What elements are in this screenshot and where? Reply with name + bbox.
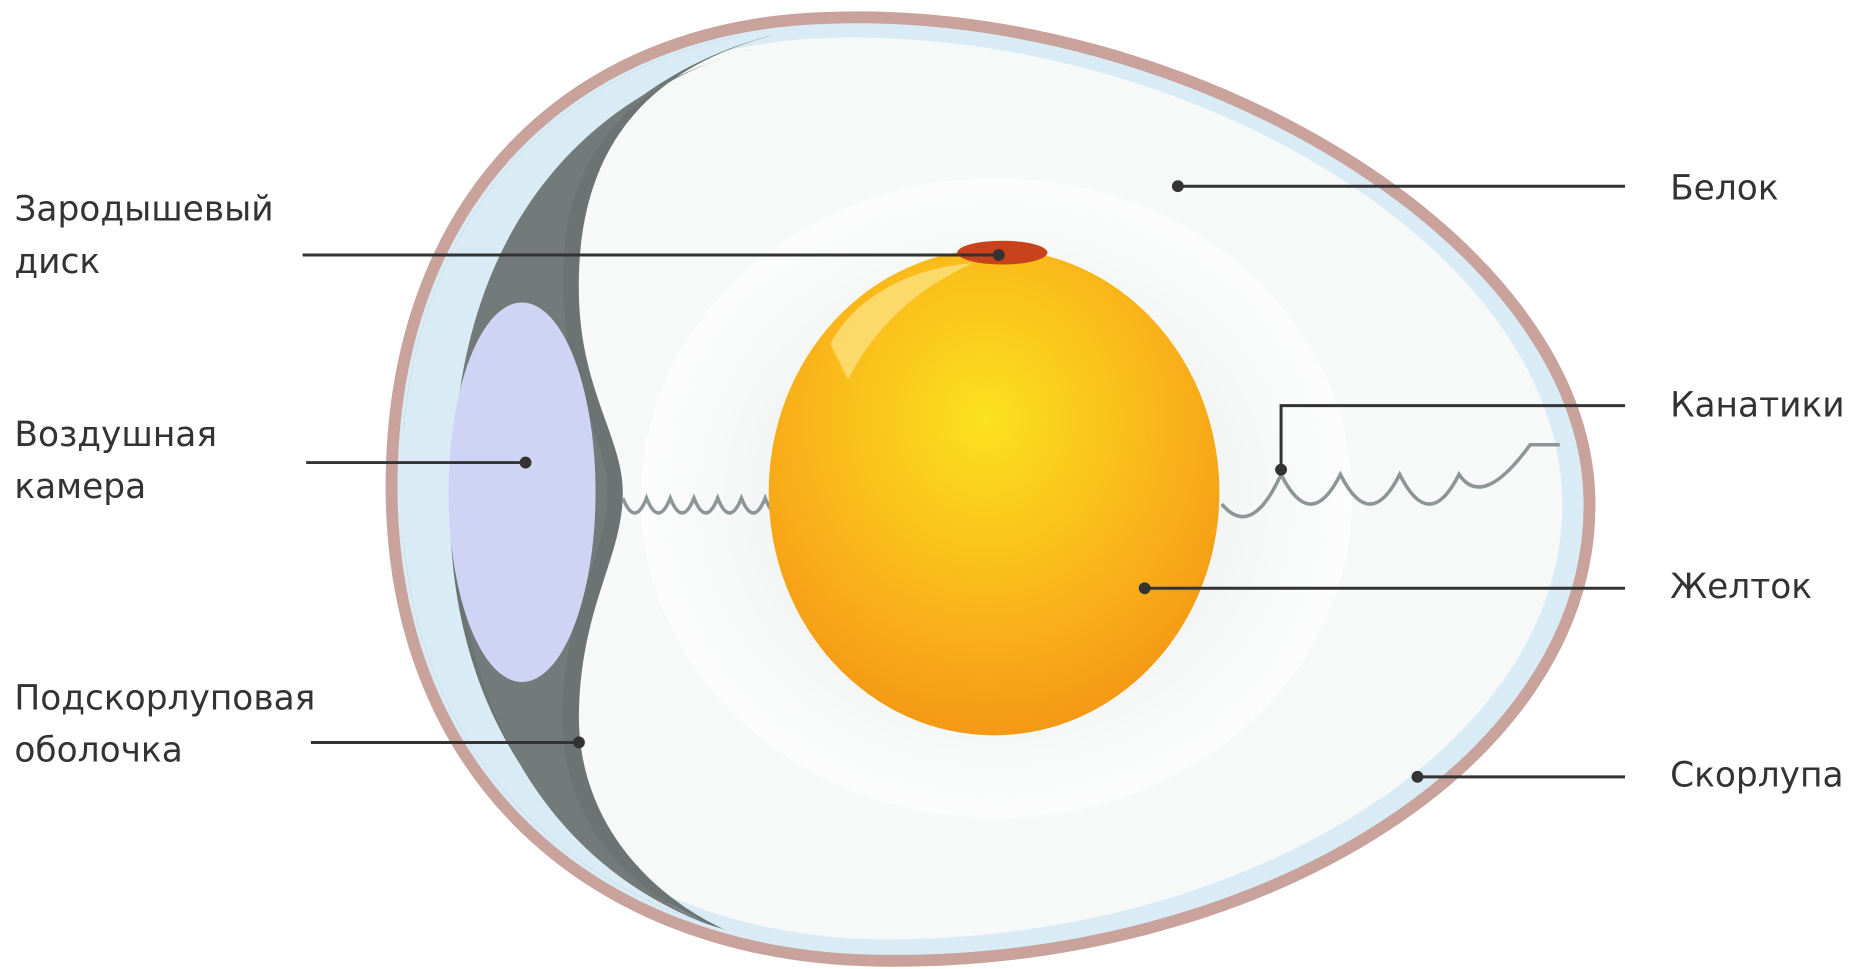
membrane-gray: [453, 47, 760, 937]
label: Белок: [1670, 168, 1779, 208]
label: Желток: [1670, 567, 1812, 607]
leader-dot: [1275, 463, 1287, 476]
leaders: [302, 180, 1626, 783]
yolk: [768, 249, 1220, 736]
chalaza-right: [1220, 442, 1560, 519]
leader-dot: [573, 736, 585, 749]
leader-dot: [1171, 180, 1184, 193]
air-cell: [448, 302, 596, 682]
labels: Зародышевый диск Воздушная камера Подско…: [14, 168, 1844, 795]
label: оболочка: [14, 730, 182, 770]
yolk-highlight: [830, 263, 973, 380]
leader-dot: [519, 456, 532, 469]
label: Воздушная: [14, 415, 217, 455]
chalaza-left: [621, 493, 785, 515]
leader-dot: [1138, 582, 1151, 595]
label: Подскорлуповая: [14, 678, 315, 718]
label: Зародышевый: [14, 190, 273, 230]
label: Скорлупа: [1670, 755, 1843, 795]
leader-dot: [992, 249, 1005, 261]
egg: [385, 11, 1596, 967]
label: камера: [14, 467, 146, 507]
leader-dot: [1411, 770, 1424, 783]
label: диск: [14, 242, 100, 282]
label: Канатики: [1670, 385, 1844, 425]
leader: [1279, 404, 1626, 470]
